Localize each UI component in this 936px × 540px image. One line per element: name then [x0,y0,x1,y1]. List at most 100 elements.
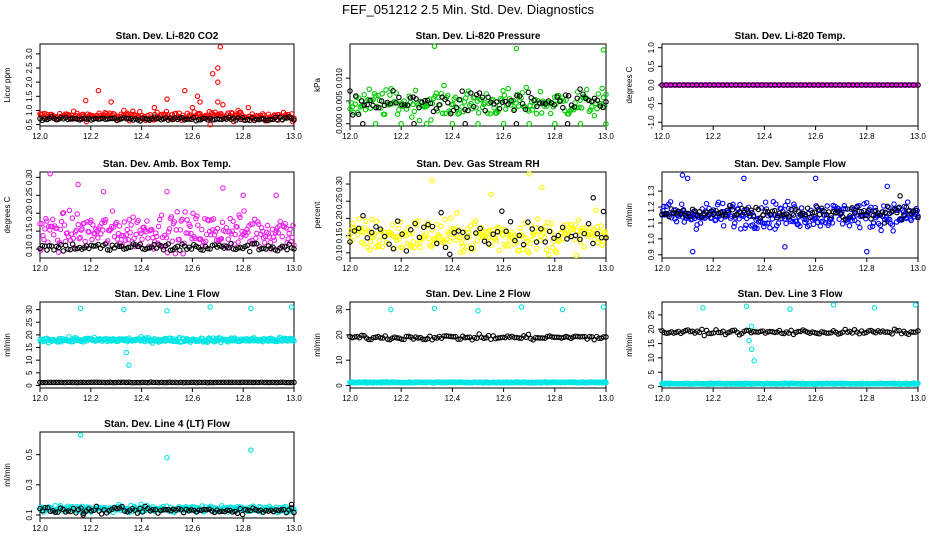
data-point [376,104,382,111]
x-tick-label: 12.6 [496,132,512,141]
data-point [130,214,136,220]
x-tick-label: 13.0 [598,394,614,403]
data-point [62,242,69,249]
data-point [145,379,151,386]
y-tick-label: 30 [335,305,344,314]
data-point [580,94,586,101]
data-point [115,379,122,386]
data-point [202,238,209,245]
data-point [399,244,406,251]
data-point [45,379,51,386]
data-point [37,220,43,227]
data-point [861,201,867,207]
data-point [164,308,170,314]
data-point [278,507,284,513]
data-point [574,95,580,101]
data-point [271,237,278,243]
plot-frame [39,301,295,389]
data-point [390,88,396,94]
data-point [373,224,379,230]
data-point [485,234,492,241]
data-point [362,225,368,231]
data-point [534,103,540,110]
data-point [234,510,241,517]
data-point [44,218,50,224]
data-point [394,335,400,341]
data-point [803,217,810,223]
y-tick-label: 0.10 [335,245,344,261]
data-point [91,379,97,386]
data-point [149,226,155,233]
data-point [198,507,205,514]
data-point [394,218,401,224]
data-point [585,97,592,104]
y-tick-label: 0.5 [647,60,656,72]
data-point [460,229,466,236]
data-point [539,335,546,341]
data-point [189,104,196,111]
data-point [88,508,95,514]
data-point [884,329,891,335]
data-point [98,511,105,517]
series-2 [37,501,297,518]
data-point [122,237,129,243]
data-point [78,227,84,233]
data-point [422,98,428,104]
y-tick-label: 0.20 [25,205,34,221]
data-point [88,379,95,386]
data-point [857,224,863,231]
data-point [417,244,423,251]
series-2 [37,240,297,255]
data-point [429,227,435,233]
data-point [91,507,97,514]
data-point [539,184,545,191]
data-point [494,229,501,235]
data-point [99,379,105,386]
y-tick-label: 1.0 [647,42,656,54]
data-point [195,222,201,228]
data-point [93,503,100,510]
data-point [594,97,601,104]
data-point [212,379,219,386]
data-point [364,235,371,241]
data-point [384,99,391,106]
data-point [597,103,603,109]
data-point [863,215,869,222]
data-point [219,508,225,515]
data-point [701,332,708,339]
data-point [209,70,216,77]
data-point [228,240,234,247]
data-point [797,223,803,229]
data-point [360,212,366,219]
data-point [291,246,297,252]
y-tick-label: 0.010 [335,68,344,89]
data-point [224,507,231,513]
data-point [347,88,353,94]
series-1 [347,43,609,127]
data-point [284,246,290,253]
data-point [558,335,565,341]
data-point [251,240,258,247]
data-point [486,241,492,247]
data-point [901,212,907,218]
data-point [476,90,483,96]
data-point [807,214,813,221]
data-point [429,177,435,184]
x-tick-label: 12.4 [757,132,773,141]
data-point [865,208,872,214]
x-tick-label: 12.6 [496,394,512,403]
data-point [107,247,113,253]
y-tick-label: 0.9 [647,249,656,261]
data-point [470,103,477,110]
data-point [473,230,479,236]
x-tick-label: 12.4 [134,132,150,141]
data-point [603,99,609,105]
data-point [791,204,798,210]
data-point [693,226,699,232]
data-point [355,231,361,238]
data-point [48,379,54,386]
series-2 [659,326,921,339]
data-point [526,250,532,256]
data-point [116,243,122,250]
scatter-panel-6: Stan. Dev. Sample Flow ml/min 12.0 12.2 12.4… [625,159,926,273]
